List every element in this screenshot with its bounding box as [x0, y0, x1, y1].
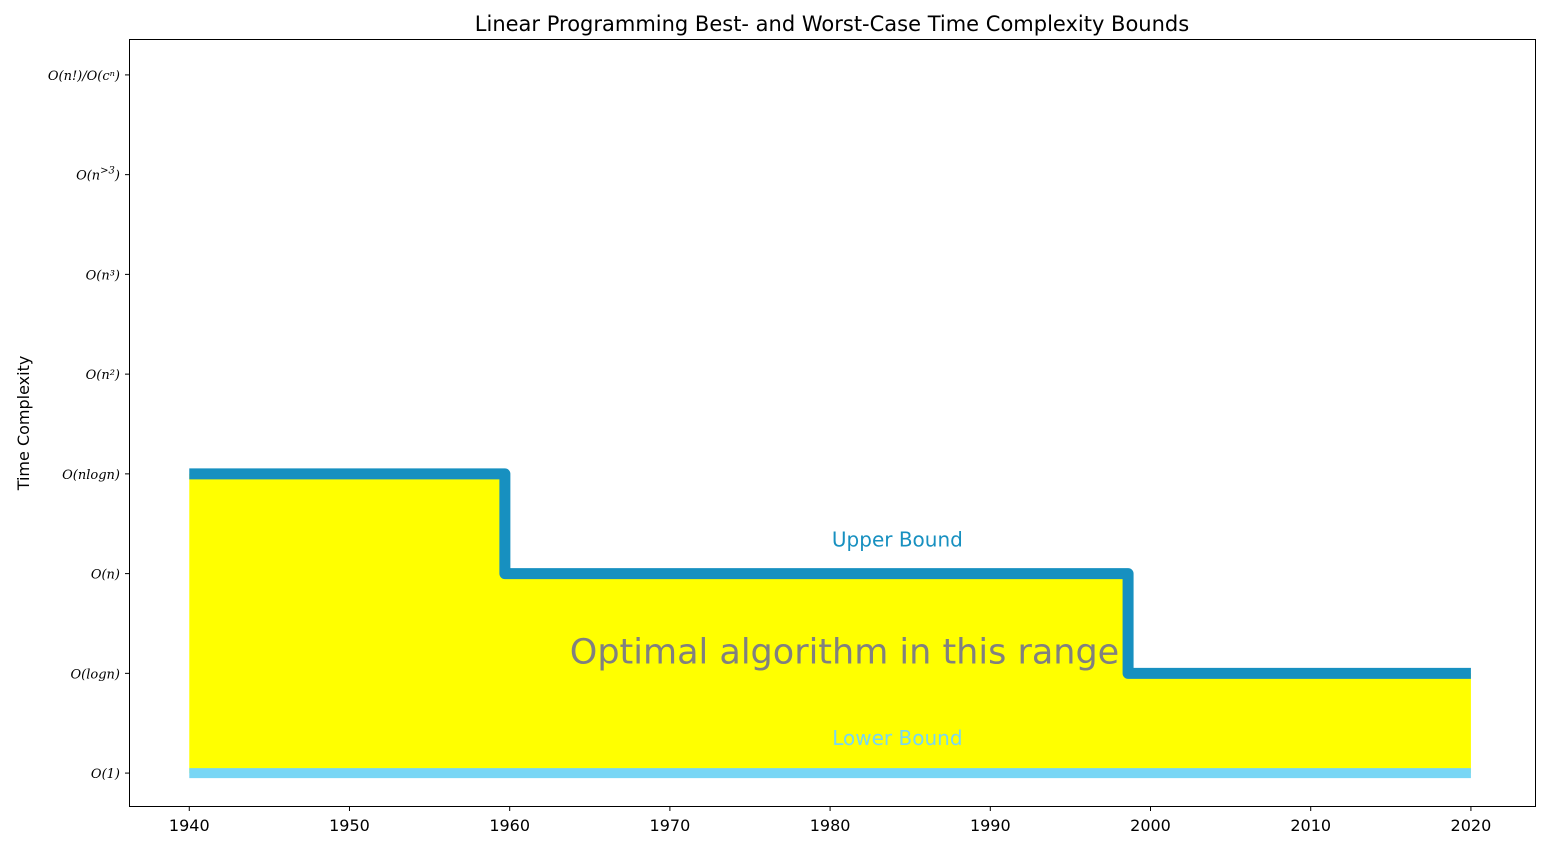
y-tick-label: O(logn)	[71, 667, 120, 682]
y-tick-label: O(n)	[91, 568, 120, 583]
x-tick-label: 1960	[489, 816, 530, 835]
x-tick-label: 2000	[1130, 816, 1171, 835]
annotation-optimal-algorithm-in-this-range: Optimal algorithm in this range	[570, 632, 1119, 672]
y-tick-label: O(n>3)	[76, 166, 120, 184]
y-tick-label: O(nlogn)	[62, 468, 120, 483]
plot-area	[189, 468, 1471, 779]
x-axis: 1940 1950 1960 1970 1980 1990 2000 2010 2020	[169, 806, 1491, 835]
fill-region	[189, 473, 1471, 774]
x-tick-label: 1990	[970, 816, 1011, 835]
plot-frame	[129, 39, 1536, 807]
x-tick-label: 2020	[1451, 816, 1492, 835]
annotations: Upper Bound Lower Bound Optimal algorithm …	[570, 528, 1119, 750]
y-axis-label: Time Complexity	[14, 356, 33, 492]
x-tick-label: 2010	[1290, 816, 1331, 835]
annotation-lower-bound: Lower Bound	[832, 726, 962, 750]
annotation-upper-bound: Upper Bound	[832, 528, 963, 552]
x-tick-label: 1980	[810, 816, 851, 835]
chart-title: Linear Programming Best- and Worst-Case …	[475, 12, 1189, 36]
x-tick-label: 1940	[169, 816, 210, 835]
y-axis: O(1) O(logn) O(n) O(nlogn) O(n²) O(n³) O(n>3) O…	[48, 69, 130, 782]
x-tick-label: 1970	[650, 816, 691, 835]
y-tick-label: O(n!)/O(cⁿ)	[48, 69, 120, 84]
y-tick-label: O(1)	[91, 767, 120, 782]
series-line-upper-bound	[189, 468, 1471, 679]
y-tick-label: O(n³)	[86, 268, 120, 283]
y-tick-label: O(n²)	[86, 368, 120, 383]
x-tick-label: 1950	[329, 816, 370, 835]
